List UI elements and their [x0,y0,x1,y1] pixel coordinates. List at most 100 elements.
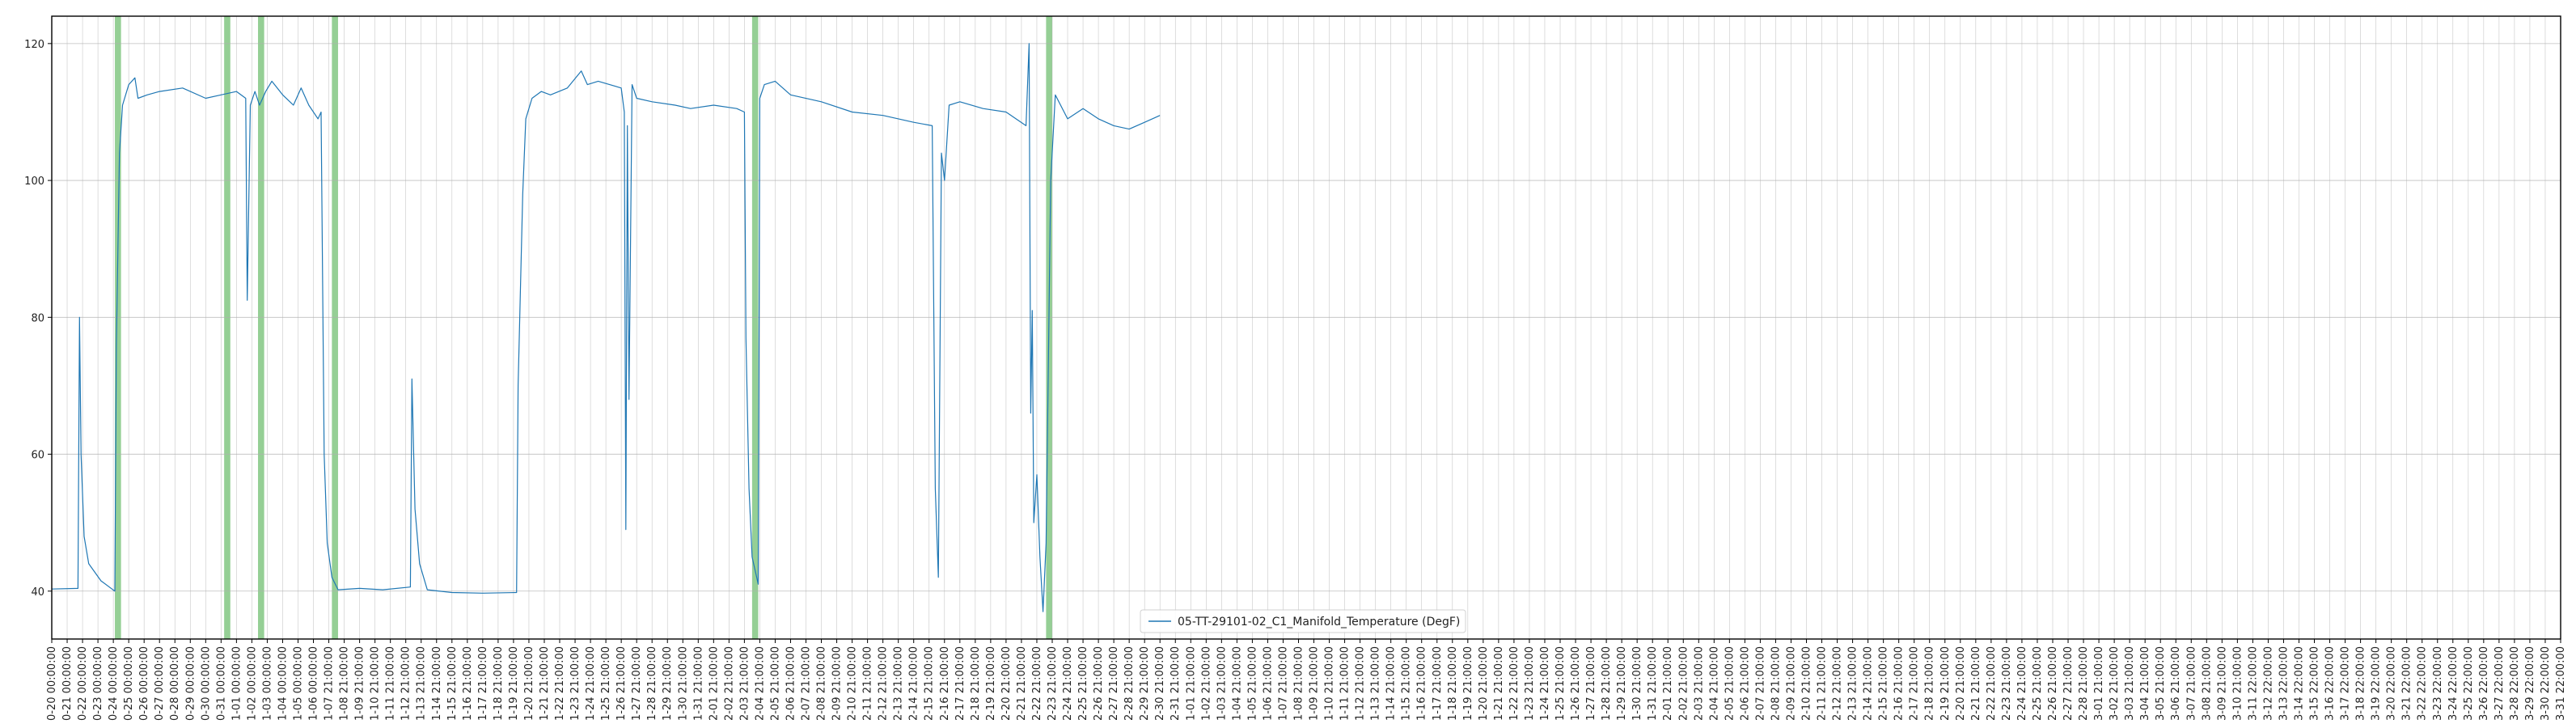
legend-label: 05-TT-29101-02_C1_Manifold_Temperature (… [1178,616,1460,629]
x-tick-label: 2-01 21:00:00 [1662,646,1674,721]
legend: 05-TT-29101-02_C1_Manifold_Temperature (… [1140,609,1466,633]
x-tick-label: 1-13 21:00:00 [1370,646,1382,721]
x-tick-label: 1-01 21:00:00 [1185,646,1197,721]
x-tick-label: 3-10 21:00:00 [2231,646,2244,721]
y-tick-label: 120 [24,39,44,51]
series-layer [51,43,1161,612]
x-tick-label: 2-21 21:00:00 [1016,646,1028,721]
x-tick-label: 1-03 00:00:00 [261,646,273,721]
x-tick-label: 1-17 21:00:00 [1432,646,1444,721]
x-tick-label: 1-16 21:00:00 [1416,646,1428,721]
x-tick-label: 2-03 21:00:00 [1693,646,1705,721]
x-tick-label: 1-13 21:00:00 [416,646,428,721]
x-tick-label: 2-26 21:00:00 [1093,646,1105,721]
x-tick-label: 3-28 22:00:00 [2509,646,2521,721]
x-tick-label: 3-18 22:00:00 [2355,646,2367,721]
x-tick-label: 1-16 21:00:00 [462,646,474,721]
x-tick-label: 1-26 21:00:00 [1570,646,1582,721]
x-tick-label: 2-01 21:00:00 [708,646,720,721]
x-tick-label: 2-09 21:00:00 [831,646,844,721]
x-tick-label: 2-12 21:00:00 [878,646,890,721]
x-tick-label: 3-08 21:00:00 [2201,646,2213,721]
x-axis: 0-20 00:00:00 0-21 00:00:00 0-22 00:00:00 0… [46,639,2567,721]
x-tick-label: 2-17 21:00:00 [1909,646,1921,721]
x-tick-label: 3-13 22:00:00 [2278,646,2290,721]
x-tick-label: 1-29 21:00:00 [1616,646,1628,721]
x-tick-label: 2-06 21:00:00 [1739,646,1751,721]
x-tick-label: 2-24 21:00:00 [2016,646,2028,721]
x-tick-label: 3-04 21:00:00 [2139,646,2151,721]
x-tick-label: 3-19 22:00:00 [2371,646,2383,721]
x-tick-label: 2-28 21:00:00 [2078,646,2090,721]
x-tick-label: 0-24 00:00:00 [108,646,120,721]
x-tick-label: 2-10 21:00:00 [847,646,859,721]
x-tick-label: 3-02 21:00:00 [2109,646,2121,721]
x-tick-label: 1-29 21:00:00 [662,646,674,721]
x-tick-label: 2-19 21:00:00 [985,646,997,721]
x-tick-label: 2-08 21:00:00 [816,646,828,721]
x-tick-label: 3-16 22:00:00 [2324,646,2337,721]
x-tick-label: 1-17 21:00:00 [477,646,489,721]
x-tick-label: 2-02 21:00:00 [1677,646,1690,721]
x-tick-label: 2-11 21:00:00 [862,646,874,721]
y-tick-label: 100 [24,176,44,188]
y-tick-label: 60 [31,450,44,462]
x-tick-label: 3-05 21:00:00 [2155,646,2167,721]
x-tick-label: 0-20 00:00:00 [46,646,58,721]
x-tick-label: 1-11 21:00:00 [1339,646,1351,721]
x-tick-label: 1-12 21:00:00 [400,646,412,721]
x-tick-label: 3-17 22:00:00 [2340,646,2352,721]
x-tick-label: 2-25 21:00:00 [1077,646,1089,721]
x-tick-label: 1-02 21:00:00 [1200,646,1212,721]
x-tick-label: 1-08 21:00:00 [1293,646,1305,721]
x-tick-label: 3-03 21:00:00 [2124,646,2136,721]
x-tick-label: 1-15 21:00:00 [446,646,459,721]
y-tick-label: 40 [31,586,44,599]
x-tick-label: 1-22 21:00:00 [1508,646,1521,721]
x-tick-label: 1-05 21:00:00 [1246,646,1258,721]
x-tick-label: 2-09 21:00:00 [1786,646,1798,721]
x-tick-label: 3-22 22:00:00 [2417,646,2429,721]
x-tick-label: 1-25 21:00:00 [1554,646,1567,721]
x-tick-label: 1-05 00:00:00 [293,646,305,721]
x-tick-label: 2-02 21:00:00 [723,646,735,721]
x-tick-label: 3-06 21:00:00 [2170,646,2182,721]
x-tick-label: 3-23 22:00:00 [2432,646,2444,721]
x-tick-label: 2-15 21:00:00 [1878,646,1890,721]
x-tick-label: 1-27 21:00:00 [631,646,643,721]
x-tick-label: 2-17 21:00:00 [954,646,967,721]
x-tick-label: 1-03 21:00:00 [1216,646,1228,721]
x-tick-label: 1-01 00:00:00 [231,646,243,721]
x-tick-label: 2-13 21:00:00 [1847,646,1859,721]
x-tick-label: 2-18 21:00:00 [970,646,982,721]
x-tick-label: 2-27 21:00:00 [2062,646,2075,721]
x-tick-label: 2-18 21:00:00 [1924,646,1936,721]
highlight-band [224,16,231,639]
x-tick-label: 1-27 21:00:00 [1585,646,1597,721]
legend-box [1140,609,1466,633]
x-tick-label: 1-02 00:00:00 [246,646,258,721]
x-tick-label: 3-31 22:00:00 [2555,646,2567,721]
y-axis: 40 60 80 100 120 [24,39,52,599]
x-tick-label: 2-27 21:00:00 [1108,646,1120,721]
x-tick-label: 3-12 22:00:00 [2262,646,2274,721]
x-tick-label: 3-09 21:00:00 [2216,646,2228,721]
x-tick-label: 3-11 22:00:00 [2247,646,2259,721]
x-tick-label: 2-31 21:00:00 [1170,646,1182,721]
x-tick-label: 3-29 22:00:00 [2524,646,2536,721]
plot-area-frame [51,15,2561,640]
x-tick-label: 1-20 21:00:00 [1478,646,1490,721]
x-tick-label: 1-09 21:00:00 [1309,646,1321,721]
x-tick-label: 1-12 21:00:00 [1355,646,1367,721]
x-tick-label: 2-14 21:00:00 [908,646,920,721]
x-tick-label: 1-14 21:00:00 [431,646,443,721]
x-tick-label: 2-03 21:00:00 [738,646,751,721]
x-tick-label: 2-16 21:00:00 [939,646,951,721]
x-tick-label: 0-27 00:00:00 [154,646,166,721]
x-tick-label: 2-04 21:00:00 [754,646,766,721]
x-tick-label: 2-29 21:00:00 [1139,646,1151,721]
x-tick-label: 3-20 22:00:00 [2386,646,2398,721]
x-tick-label: 1-30 21:00:00 [1631,646,1643,721]
x-tick-label: 1-06 21:00:00 [1262,646,1274,721]
